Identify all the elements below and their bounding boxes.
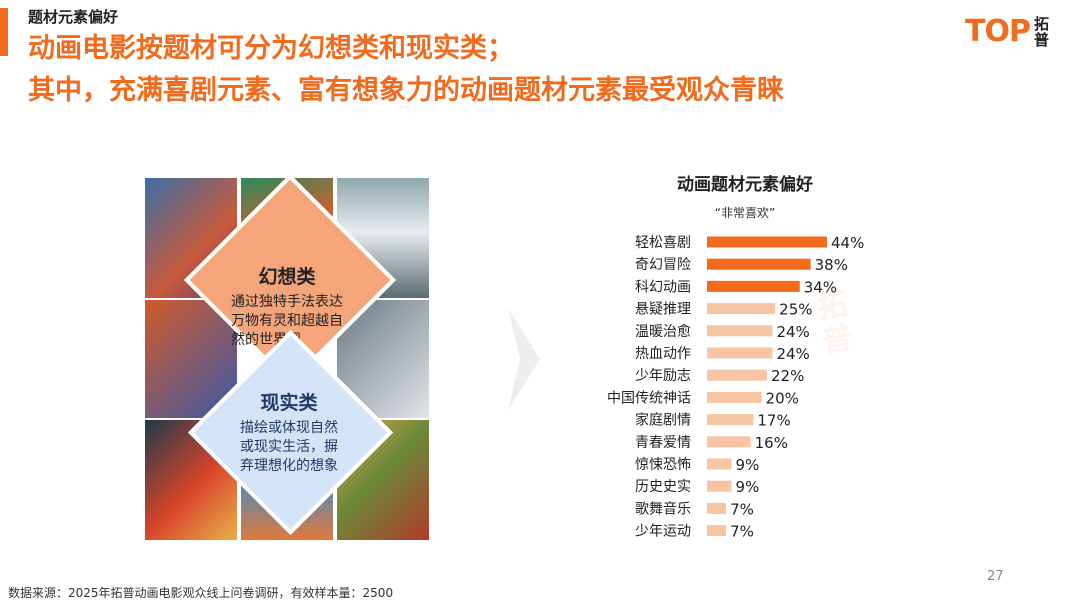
category-label: 少年励志 [635,368,691,384]
page-number: 27 [987,569,1004,584]
category-label: 轻松喜剧 [635,235,691,251]
category-label: 青春爱情 [635,435,691,451]
chevron-right-icon [508,308,540,410]
value-label: 7% [730,500,754,518]
reality-desc: 描绘或体现自然 或现实生活，摒 弃理想化的想象 [240,419,338,476]
bar [707,502,727,514]
category-label: 奇幻冒险 [635,256,691,273]
page-title: 动画电影按题材可分为幻想类和现实类； 其中，充满喜剧元素、富有想象力的动画题材元… [28,28,784,112]
value-label: 25% [779,301,812,319]
category-label: 悬疑推理 [635,302,691,318]
headline-line-2: 其中，充满喜剧元素、富有想象力的动画题材元素最受观众青睐 [28,75,784,106]
category-label: 历史史实 [635,479,691,495]
reality-desc-line: 描绘或体现自然 [240,420,338,436]
value-label: 7% [730,523,754,541]
data-source: 数据来源：2025年拓普动画电影观众线上问卷调研，有效样本量：2500 [8,586,394,600]
bar [707,347,773,359]
category-label: 热血动作 [635,346,691,362]
chart-subtitle: “非常喜欢” [714,206,776,220]
value-label: 22% [771,367,804,385]
value-label: 9% [736,478,760,496]
bar [707,525,727,537]
value-label: 24% [776,345,809,363]
category-label: 科幻动画 [635,279,691,295]
bar [707,325,773,337]
bar [707,258,811,270]
value-label: 17% [757,412,790,430]
logo-cn: 拓普 [1034,14,1050,49]
bar-chart: 轻松喜剧 44% 奇幻冒险 38% 科幻动画 34% 悬疑推理 25% 温暖治愈 24% 热血动作 2… [607,234,864,541]
section-label: 题材元素偏好 [28,8,119,26]
reality-desc-line: 弃理想化的想象 [240,458,338,474]
headline-line-1: 动画电影按题材可分为幻想类和现实类； [28,33,514,64]
category-label: 惊悚恐怖 [635,456,691,473]
fantasy-desc-line: 通过独特手法表达 [231,294,343,310]
bar [707,280,800,292]
bar [707,369,767,381]
brand-logo: TOP 拓普 [965,14,1050,49]
bar [707,236,827,248]
category-label: 家庭剧情 [635,412,691,429]
value-label: 34% [804,278,837,296]
fantasy-title: 幻想类 [258,266,316,288]
category-label: 少年运动 [635,524,691,540]
category-label: 中国传统神话 [607,390,691,406]
bar [707,458,732,470]
value-label: 20% [766,389,799,407]
value-label: 9% [736,456,760,474]
reality-title: 现实类 [260,392,318,414]
category-label: 歌舞音乐 [635,500,691,517]
value-label: 44% [831,234,864,252]
value-label: 38% [815,256,848,274]
bar [707,480,732,492]
value-label: 16% [755,434,788,452]
value-label: 24% [776,323,809,341]
poster-collage [145,178,433,540]
chart-title: 动画题材元素偏好 [677,175,813,195]
category-label: 温暖治愈 [635,324,691,340]
reality-text: 现实类 描绘或体现自然 或现实生活，摒 弃理想化的想象 [240,388,338,476]
fantasy-desc-line: 万物有灵和超越自 [231,313,343,329]
reality-desc-line: 或现实生活，摒 [240,439,338,455]
bar [707,303,776,315]
bar [707,414,754,426]
bar [707,391,762,403]
logo-word: TOP [965,14,1031,49]
bar [707,436,751,448]
accent-bar [0,8,8,56]
